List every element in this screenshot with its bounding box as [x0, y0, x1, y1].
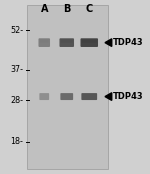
Polygon shape	[105, 39, 112, 46]
FancyBboxPatch shape	[39, 93, 49, 100]
FancyBboxPatch shape	[80, 38, 98, 47]
Text: 18-: 18-	[10, 137, 23, 146]
Text: A: A	[40, 4, 48, 14]
Text: C: C	[86, 4, 93, 14]
Polygon shape	[105, 93, 112, 100]
Text: 37-: 37-	[10, 65, 23, 74]
Text: 52-: 52-	[10, 26, 23, 35]
FancyBboxPatch shape	[61, 40, 73, 43]
FancyBboxPatch shape	[59, 38, 74, 47]
Text: TDP43: TDP43	[113, 92, 144, 101]
FancyBboxPatch shape	[81, 93, 97, 100]
Text: B: B	[63, 4, 70, 14]
Text: TDP43: TDP43	[113, 38, 144, 47]
FancyBboxPatch shape	[60, 93, 73, 100]
Bar	[27, 5, 108, 169]
Text: 28-: 28-	[10, 96, 23, 105]
FancyBboxPatch shape	[40, 40, 49, 43]
FancyBboxPatch shape	[38, 38, 50, 47]
FancyBboxPatch shape	[82, 40, 97, 43]
